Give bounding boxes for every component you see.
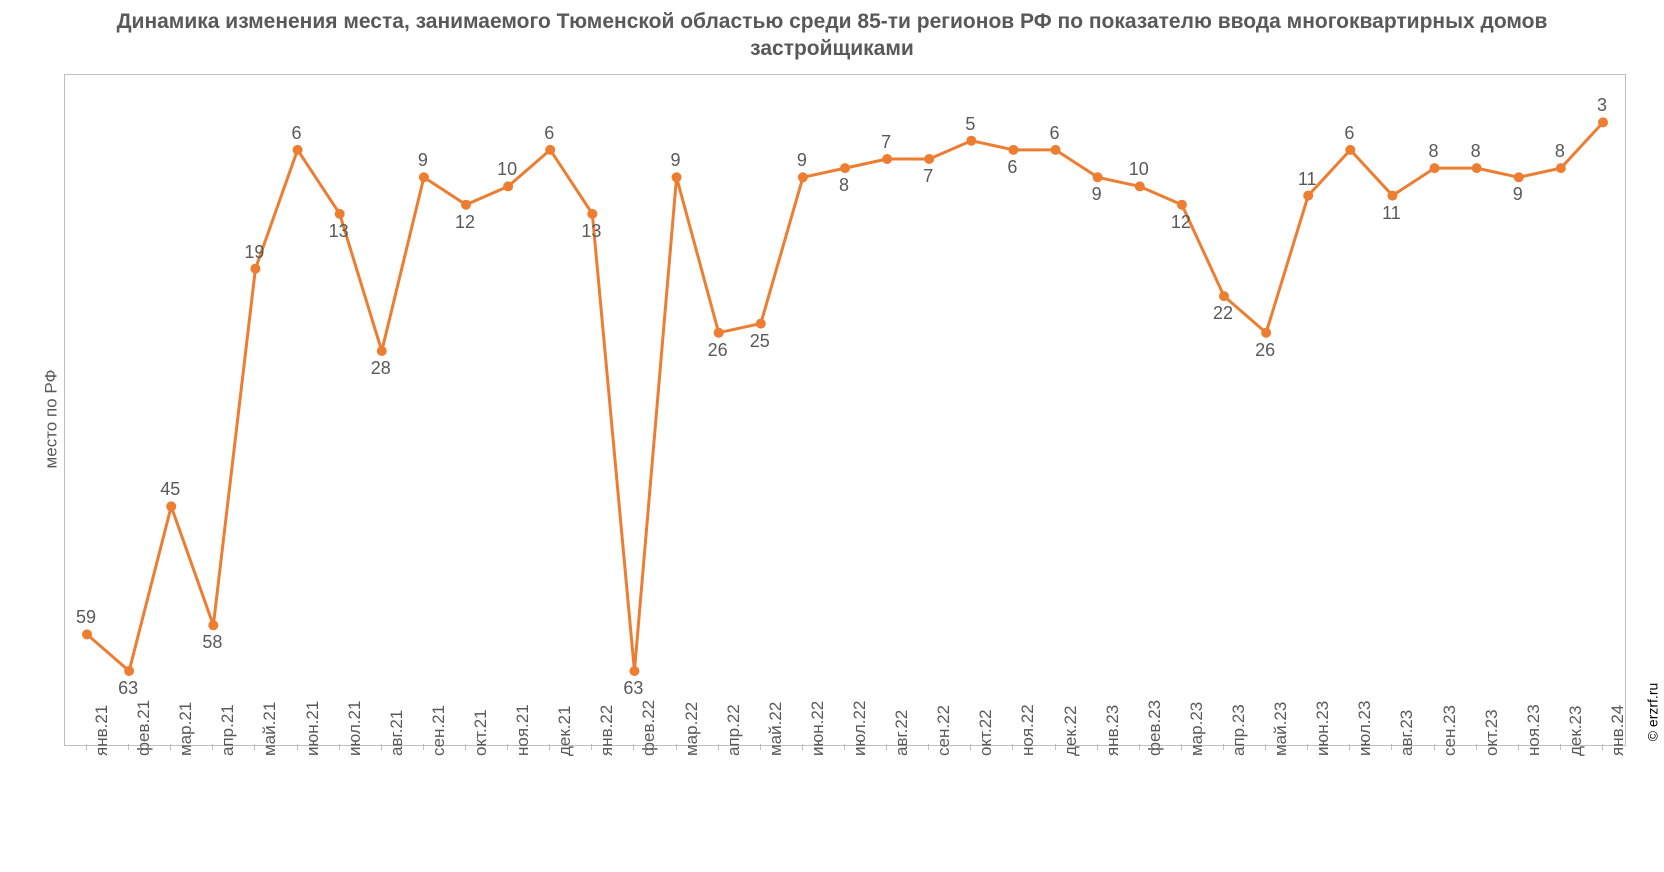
x-axis-category: июн.21 bbox=[303, 701, 323, 756]
x-axis-category: дек.23 bbox=[1566, 706, 1586, 756]
x-axis-category: фев.21 bbox=[134, 700, 154, 756]
data-point-label: 8 bbox=[1555, 141, 1565, 162]
x-axis-category: фев.22 bbox=[639, 700, 659, 756]
data-point-label: 28 bbox=[371, 358, 391, 379]
x-axis-category: июл.23 bbox=[1355, 701, 1375, 756]
x-axis-category: сен.23 bbox=[1440, 705, 1460, 756]
data-point-label: 11 bbox=[1298, 169, 1317, 190]
x-axis-category: июн.23 bbox=[1313, 701, 1333, 756]
x-axis-category: мар.23 bbox=[1187, 702, 1207, 756]
data-point-label: 58 bbox=[202, 632, 222, 653]
x-axis-category: апр.22 bbox=[724, 704, 744, 756]
x-axis-category: янв.24 bbox=[1608, 705, 1628, 756]
x-axis-category: янв.22 bbox=[597, 705, 617, 756]
data-point-label: 7 bbox=[923, 166, 933, 187]
x-axis-category: авг.21 bbox=[387, 710, 407, 756]
data-point-label: 7 bbox=[881, 132, 891, 153]
x-axis-category: окт.21 bbox=[471, 709, 491, 756]
data-point-label: 8 bbox=[839, 175, 849, 196]
data-point-label: 9 bbox=[1513, 184, 1523, 205]
data-point-label: 11 bbox=[1382, 203, 1401, 224]
watermark: © erzrf.ru bbox=[1645, 683, 1661, 742]
x-axis-category: апр.23 bbox=[1229, 704, 1249, 756]
data-point-label: 26 bbox=[708, 340, 728, 361]
data-point-label: 10 bbox=[497, 159, 517, 180]
data-point-label: 5 bbox=[965, 114, 975, 135]
x-axis-category: фев.23 bbox=[1145, 700, 1165, 756]
x-axis-category: мар.22 bbox=[682, 702, 702, 756]
x-axis-category: мар.21 bbox=[176, 702, 196, 756]
data-point-label: 45 bbox=[160, 479, 180, 500]
x-axis-category: окт.22 bbox=[976, 709, 996, 756]
data-point-label: 22 bbox=[1213, 303, 1233, 324]
data-point-label: 63 bbox=[623, 678, 643, 699]
data-point-label: 12 bbox=[455, 212, 475, 233]
data-point-label: 19 bbox=[244, 242, 264, 263]
x-axis-category: июн.22 bbox=[808, 701, 828, 756]
y-axis-label: место по РФ bbox=[41, 370, 61, 469]
x-axis-category: май.23 bbox=[1271, 702, 1291, 756]
x-axis-category: май.21 bbox=[260, 702, 280, 756]
data-point-label: 9 bbox=[797, 150, 807, 171]
x-axis-category: янв.23 bbox=[1103, 705, 1123, 756]
data-point-label: 13 bbox=[329, 221, 349, 242]
data-point-label: 8 bbox=[1429, 141, 1439, 162]
x-axis-category: ноя.21 bbox=[513, 704, 533, 756]
data-point-label: 12 bbox=[1171, 212, 1191, 233]
x-axis-category: июл.21 bbox=[345, 701, 365, 756]
data-point-label: 3 bbox=[1597, 95, 1607, 116]
chart-title: Динамика изменения места, занимаемого Тю… bbox=[0, 0, 1664, 67]
x-axis-labels: янв.21фев.21мар.21апр.21май.21июн.21июл.… bbox=[64, 744, 1624, 864]
data-point-label: 6 bbox=[292, 123, 302, 144]
x-axis-category: янв.21 bbox=[92, 705, 112, 756]
x-axis-category: дек.21 bbox=[555, 706, 575, 756]
data-point-label: 6 bbox=[544, 123, 554, 144]
data-point-label: 59 bbox=[76, 607, 96, 628]
x-axis-category: сен.21 bbox=[429, 705, 449, 756]
data-point-label: 6 bbox=[1344, 123, 1354, 144]
x-axis-category: дек.22 bbox=[1061, 706, 1081, 756]
data-point-label: 63 bbox=[118, 678, 138, 699]
x-axis-category: май.22 bbox=[766, 702, 786, 756]
data-point-label: 6 bbox=[1050, 123, 1060, 144]
data-point-label: 8 bbox=[1471, 141, 1481, 162]
x-axis-category: авг.22 bbox=[892, 710, 912, 756]
data-point-label: 10 bbox=[1129, 159, 1149, 180]
data-point-label: 9 bbox=[1092, 184, 1102, 205]
data-point-label: 13 bbox=[581, 221, 601, 242]
x-axis-category: окт.23 bbox=[1482, 709, 1502, 756]
x-axis-category: ноя.22 bbox=[1018, 704, 1038, 756]
x-axis-category: сен.22 bbox=[934, 705, 954, 756]
data-point-label: 9 bbox=[671, 150, 681, 171]
data-point-label: 26 bbox=[1255, 340, 1275, 361]
x-axis-category: апр.21 bbox=[218, 704, 238, 756]
x-axis-category: ноя.23 bbox=[1524, 704, 1544, 756]
x-axis-category: июл.22 bbox=[850, 701, 870, 756]
data-point-label: 9 bbox=[418, 150, 428, 171]
data-point-label: 6 bbox=[1007, 157, 1017, 178]
x-axis-category: авг.23 bbox=[1397, 710, 1417, 756]
data-point-label: 25 bbox=[750, 331, 770, 352]
